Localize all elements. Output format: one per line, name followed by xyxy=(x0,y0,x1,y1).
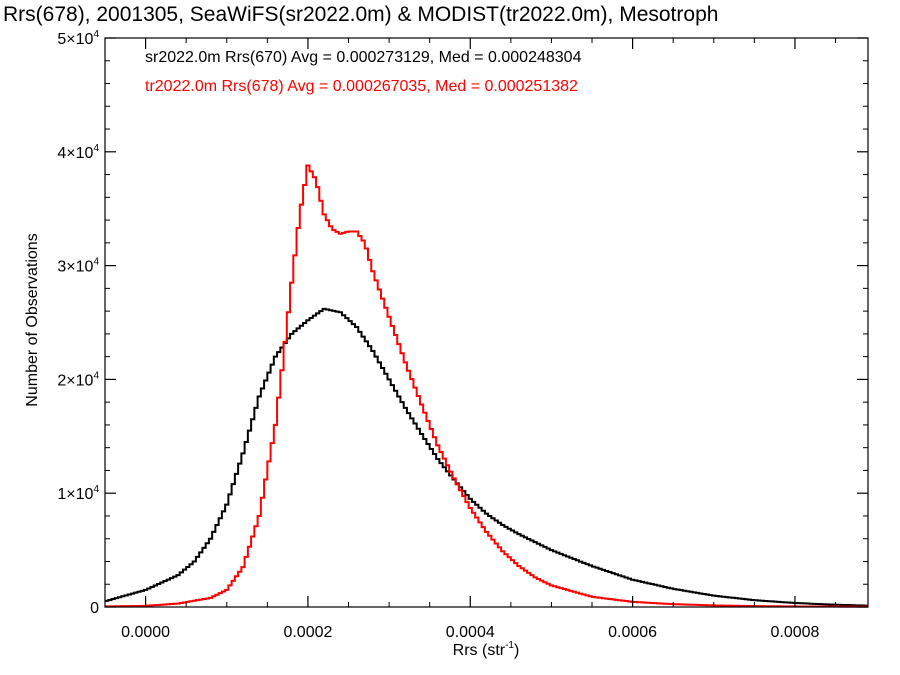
y-tick-label: 5×104 xyxy=(57,29,99,48)
x-tick-label: 0.0006 xyxy=(608,624,657,641)
y-tick-label: 4×104 xyxy=(57,143,99,162)
y-tick-label: 1×104 xyxy=(57,484,99,503)
plot-frame xyxy=(104,37,869,608)
series-line-1 xyxy=(105,164,868,608)
series-line-0 xyxy=(105,307,868,607)
x-axis-label-sup: -1 xyxy=(505,640,514,651)
x-axis-label-end: ) xyxy=(514,642,519,659)
chart-title: Rrs(678), 2001305, SeaWiFS(sr2022.0m) & … xyxy=(3,3,718,26)
x-tick-label: 0.0004 xyxy=(446,624,495,641)
x-tick-label: 0.0000 xyxy=(121,624,170,641)
x-axis-label-main: Rrs (str xyxy=(453,642,506,659)
x-axis-label: Rrs (str-1) xyxy=(453,640,520,659)
x-tick-label: 0.0008 xyxy=(770,624,819,641)
ticks-layer: 0.0000 0.0002 0.0004 0.0006 0.0008 0 1×104 2×10… xyxy=(57,29,868,641)
series-layer xyxy=(105,164,868,608)
legend-entry-black: sr2022.0m Rrs(670) Avg = 0.000273129, Me… xyxy=(145,49,582,66)
y-tick-label: 0 xyxy=(90,600,99,617)
legend-entry-red: tr2022.0m Rrs(678) Avg = 0.000267035, Me… xyxy=(145,78,578,95)
y-tick-label: 2×104 xyxy=(57,370,99,389)
y-axis-label: Number of Observations xyxy=(24,233,41,406)
x-tick-label: 0.0002 xyxy=(283,624,332,641)
y-tick-label: 3×104 xyxy=(57,257,99,276)
